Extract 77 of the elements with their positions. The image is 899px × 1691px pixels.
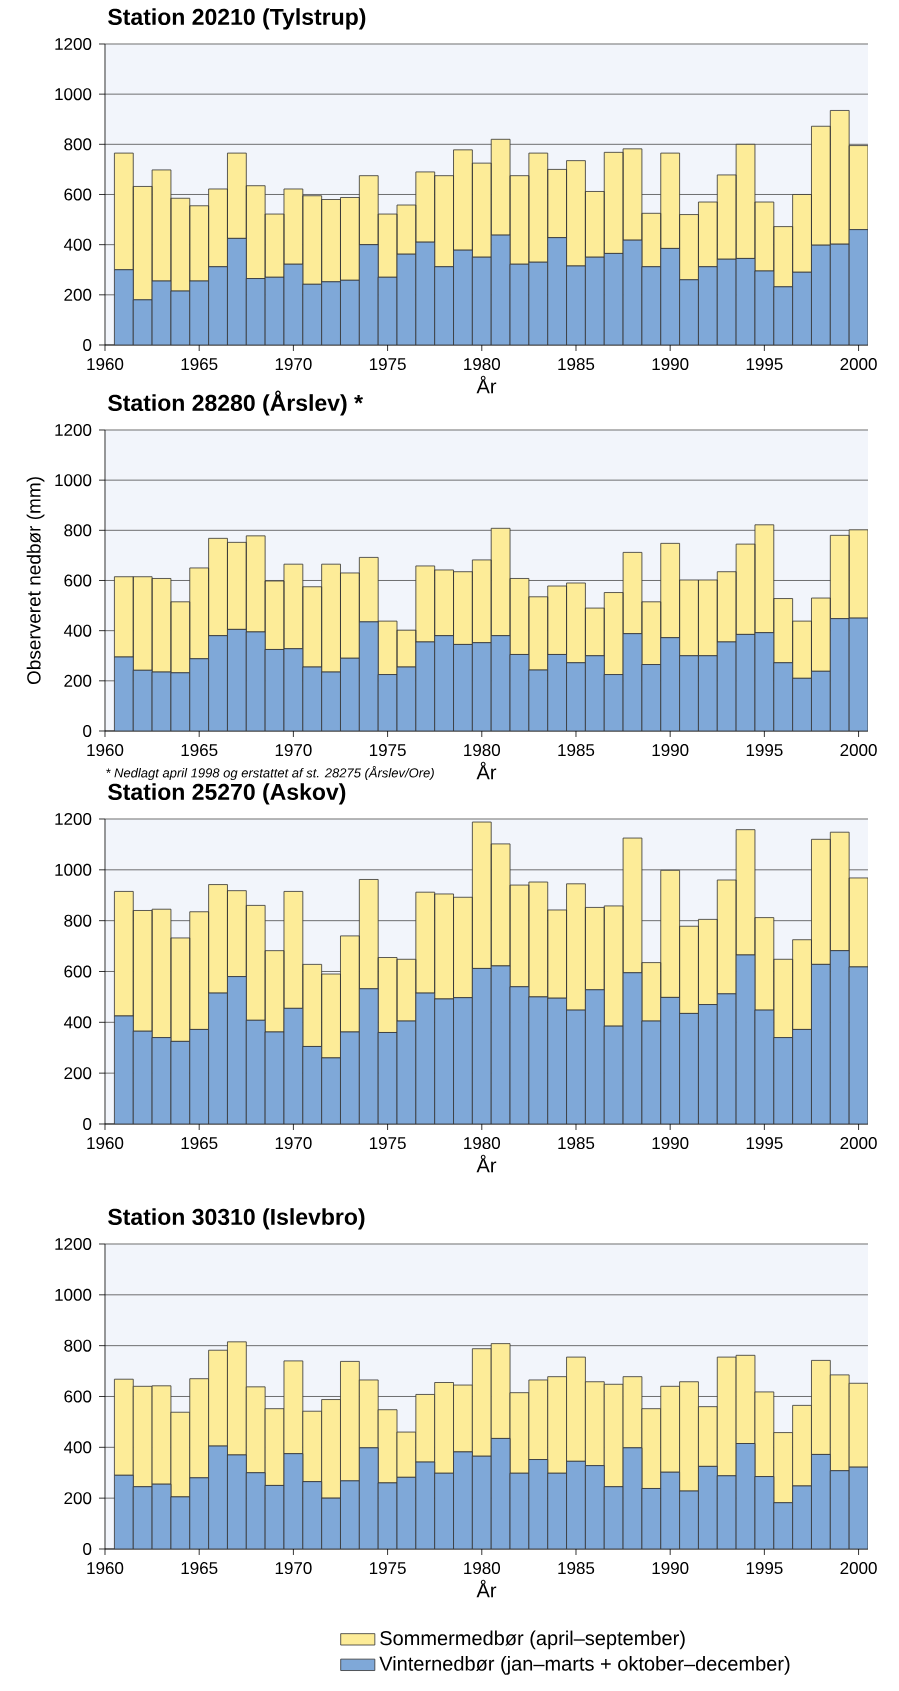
y-tick-label: 1200 — [55, 423, 92, 436]
y-tick-label: 0 — [83, 1117, 92, 1130]
x-tick-label: 2000 — [840, 1137, 877, 1150]
y-tick-label: 400 — [63, 1441, 92, 1454]
y-tick-label: 1000 — [55, 863, 92, 876]
chart-title: Station 28280 (Årslev) * — [108, 390, 364, 416]
y-tick-label: 400 — [63, 624, 92, 637]
x-tick-label: 1960 — [87, 1137, 124, 1150]
x-tick-label: 2000 — [840, 358, 877, 371]
x-tick-label: 2000 — [840, 1562, 877, 1575]
x-tick-label: 1995 — [746, 1562, 783, 1575]
x-tick-label: 1975 — [369, 1137, 406, 1150]
x-tick-label: 1990 — [652, 358, 689, 371]
x-tick-label: 1960 — [87, 1562, 124, 1575]
x-tick-label: 1990 — [652, 744, 689, 757]
x-tick-label: 1990 — [652, 1137, 689, 1150]
y-tick-label: 200 — [64, 1067, 92, 1080]
x-tick-label: 1985 — [558, 744, 595, 757]
y-tick-label: 600 — [64, 965, 92, 978]
chart-title: Station 30310 (Islevbro) — [108, 1208, 365, 1230]
y-tick-label: 400 — [63, 1016, 92, 1029]
x-tick-label: 1970 — [275, 744, 312, 757]
x-tick-label: 1970 — [275, 1137, 312, 1150]
x-tick-label: 1960 — [87, 358, 124, 371]
y-axis-title: Observeret nedbør (mm) — [26, 477, 45, 685]
y-tick-label: 600 — [64, 188, 92, 201]
x-tick-label: 1995 — [746, 358, 783, 371]
x-tick-label: 1970 — [275, 1562, 312, 1575]
x-axis-title: År — [476, 1154, 497, 1173]
x-tick-label: 1985 — [558, 1562, 595, 1575]
y-tick-label: 600 — [64, 1390, 92, 1403]
legend-label: Vinternedbør (jan–marts + oktober–december) — [379, 1656, 790, 1675]
bar — [509, 175, 530, 265]
x-tick-label: 1965 — [181, 1137, 218, 1150]
x-tick-label: 1965 — [181, 358, 218, 371]
text: * Nedlagt april 1998 og erstattet af st. 28275 (Årslev/Ore) — [106, 766, 434, 781]
x-tick-label: 1970 — [275, 358, 312, 371]
y-tick-label: 1200 — [55, 812, 92, 825]
x-tick-label: 1980 — [464, 358, 501, 371]
x-tick-label: 1965 — [181, 1562, 218, 1575]
y-tick-label: 800 — [64, 524, 92, 537]
x-tick-label: 1975 — [369, 1562, 406, 1575]
y-tick-label: 1000 — [55, 1288, 92, 1301]
x-tick-label: 1985 — [558, 358, 595, 371]
chart-title: Station 25270 (Askov) — [108, 783, 346, 805]
x-tick-label: 1995 — [746, 744, 783, 757]
y-tick-label: 1200 — [55, 1237, 92, 1250]
y-tick-label: 200 — [64, 674, 92, 687]
x-tick-label: 2000 — [840, 744, 877, 757]
y-tick-label: 1000 — [55, 88, 92, 101]
y-tick-label: 200 — [64, 288, 92, 301]
x-tick-label: 1995 — [746, 1137, 783, 1150]
x-tick-label: 1985 — [558, 1137, 595, 1150]
y-tick-label: 1200 — [55, 37, 92, 50]
y-tick-label: 0 — [83, 724, 92, 737]
y-tick-label: 600 — [64, 574, 92, 587]
x-tick-label: 1975 — [369, 358, 406, 371]
y-tick-label: 200 — [64, 1492, 92, 1505]
legend-label: Sommermedbør (april–september) — [380, 1630, 685, 1650]
x-tick-label: 1965 — [181, 744, 218, 757]
x-axis-title: År — [476, 375, 497, 394]
y-tick-label: 800 — [64, 1339, 92, 1352]
y-tick-label: 0 — [83, 338, 92, 351]
x-tick-label: 1980 — [464, 1562, 501, 1575]
chart-title: Station 20210 (Tylstrup) — [108, 8, 366, 30]
x-tick-label: 1975 — [369, 744, 406, 757]
y-tick-label: 0 — [83, 1542, 92, 1555]
x-tick-label: 1960 — [87, 744, 124, 757]
x-tick-label: 1990 — [652, 1562, 689, 1575]
x-axis-title: År — [476, 1579, 497, 1598]
x-axis-title: År — [476, 761, 497, 780]
y-tick-label: 800 — [64, 138, 92, 151]
y-tick-label: 400 — [63, 238, 92, 251]
y-tick-label: 800 — [64, 914, 92, 927]
y-tick-label: 1000 — [55, 474, 92, 487]
x-tick-label: 1980 — [464, 744, 501, 757]
x-tick-label: 1980 — [464, 1137, 501, 1150]
